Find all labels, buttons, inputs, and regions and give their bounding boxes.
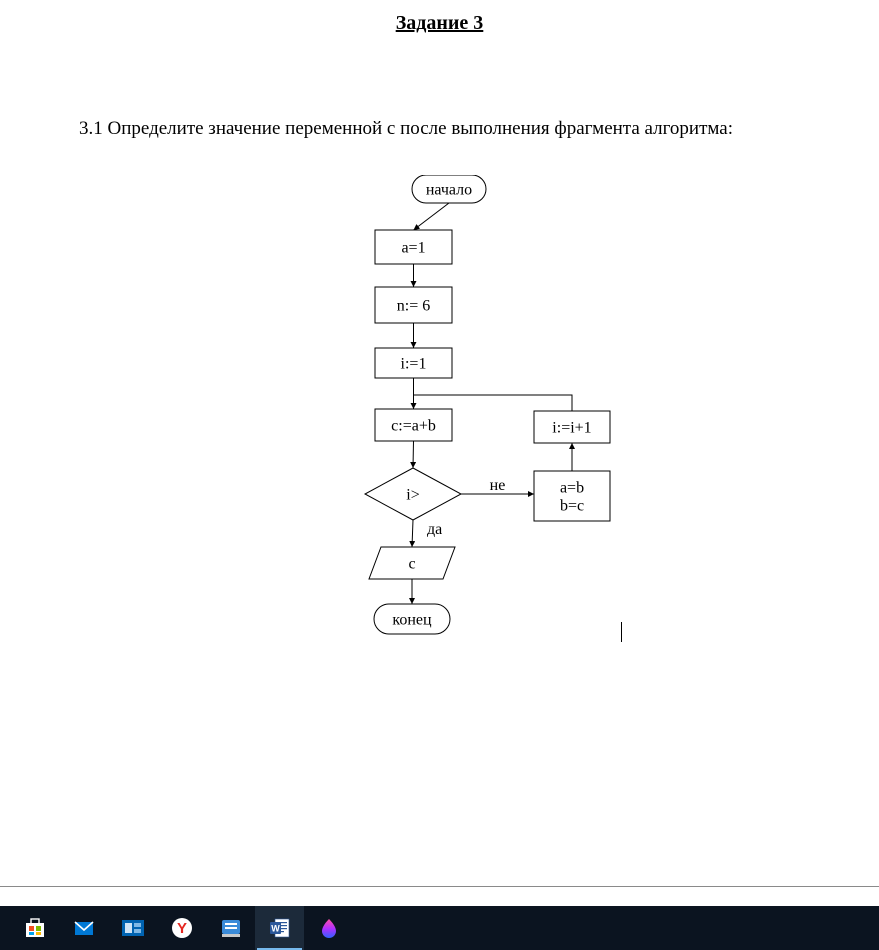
svg-text:b=c: b=c [560, 498, 584, 515]
svg-text:начало: начало [426, 182, 472, 199]
taskbar-item-paint3d[interactable] [304, 906, 353, 950]
taskbar[interactable]: Y W [0, 906, 879, 950]
taskbar-item-yandex[interactable]: Y [157, 906, 206, 950]
svg-text:да: да [427, 521, 442, 538]
svg-text:c: c [408, 556, 415, 573]
taskbar-item-mail[interactable] [59, 906, 108, 950]
word-icon: W [269, 917, 291, 939]
svg-text:конец: конец [392, 612, 432, 629]
svg-text:i:=1: i:=1 [401, 356, 427, 373]
taskbar-item-tile[interactable] [108, 906, 157, 950]
page-title: Задание 3 [0, 12, 879, 35]
svg-text:Y: Y [176, 920, 186, 937]
app-icon [220, 917, 242, 939]
paint3d-icon [318, 917, 340, 939]
svg-text:n:= 6: n:= 6 [397, 298, 430, 315]
task-prompt: 3.1 Определите значение переменной с пос… [79, 115, 827, 144]
mail-icon [73, 917, 95, 939]
document-page: Задание 3 3.1 Определите значение переме… [0, 0, 879, 886]
flowchart: начало a=1 n:= 6 i:=1 c:=a+b i> c конец i:=i+1 a=… [360, 175, 640, 645]
tile-icon [122, 917, 144, 939]
store-icon [24, 917, 46, 939]
yandex-icon: Y [171, 917, 193, 939]
taskbar-item-app[interactable] [206, 906, 255, 950]
svg-text:i>: i> [406, 487, 419, 504]
svg-text:a=1: a=1 [401, 240, 425, 257]
svg-text:a=b: a=b [560, 480, 584, 497]
text-cursor [621, 622, 622, 642]
taskbar-item-store[interactable] [10, 906, 59, 950]
svg-text:W: W [271, 924, 280, 934]
svg-text:не: не [490, 477, 506, 494]
divider [0, 886, 879, 887]
svg-text:c:=a+b: c:=a+b [391, 418, 436, 435]
svg-text:i:=i+1: i:=i+1 [552, 420, 591, 437]
taskbar-item-word[interactable]: W [255, 906, 304, 950]
